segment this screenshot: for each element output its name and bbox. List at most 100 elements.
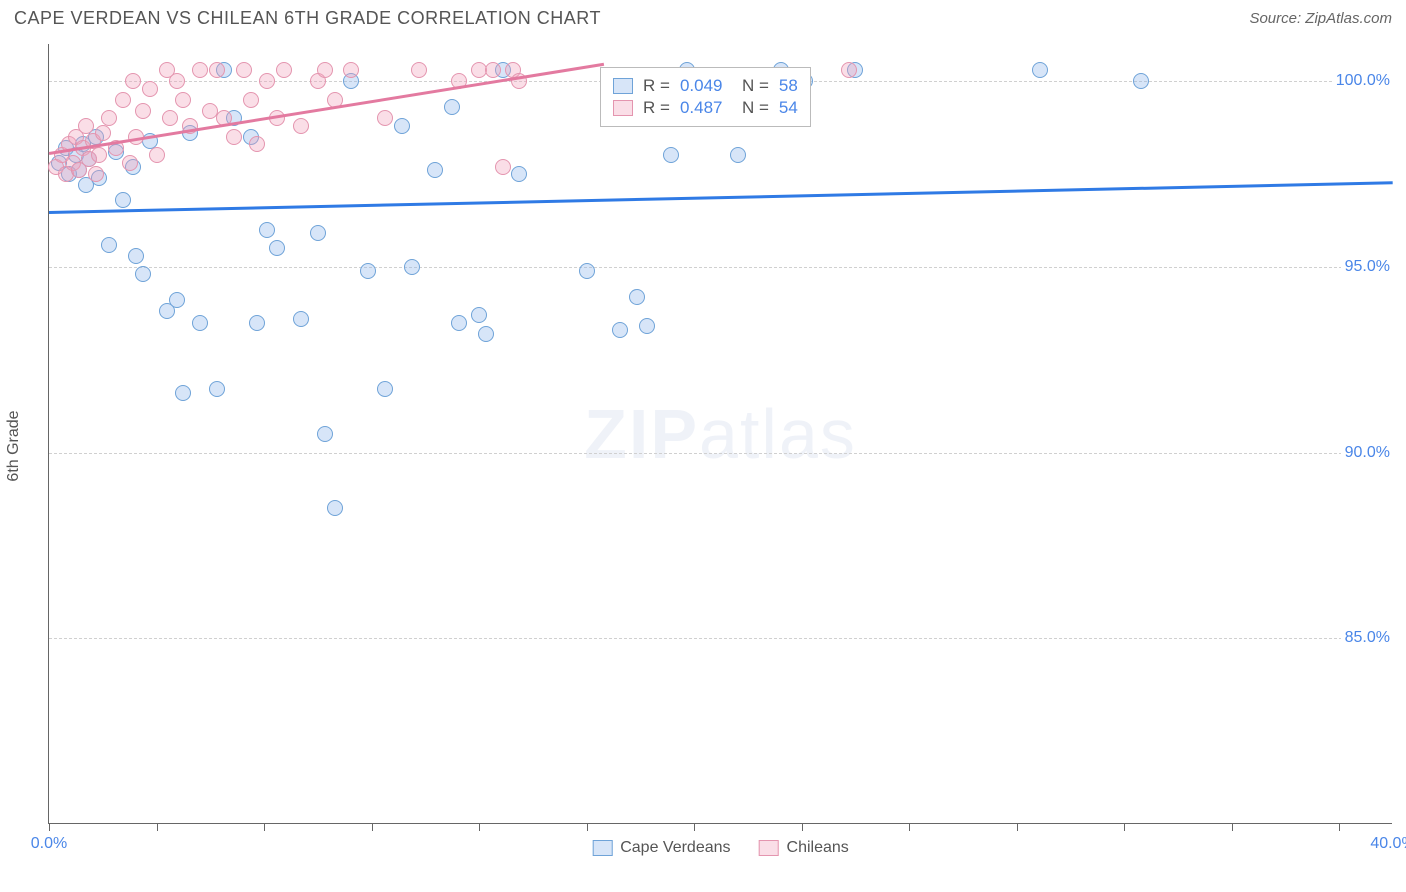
series-legend: Cape Verdeans Chileans (592, 839, 849, 857)
stat-n-value: 54 (779, 98, 798, 118)
data-point (162, 110, 178, 126)
x-tick (1124, 823, 1125, 831)
stats-legend: R = 0.049 N = 58R = 0.487 N = 54 (600, 67, 811, 127)
gridline (49, 453, 1392, 454)
x-tick (694, 823, 695, 831)
legend-swatch (759, 840, 779, 856)
stat-r-label: R = (643, 76, 670, 96)
data-point (95, 125, 111, 141)
x-tick-label: 0.0% (31, 835, 67, 853)
data-point (128, 248, 144, 264)
data-point (579, 263, 595, 279)
x-tick (264, 823, 265, 831)
x-tick (49, 823, 50, 831)
legend-item: Cape Verdeans (592, 839, 730, 857)
x-tick (1232, 823, 1233, 831)
chart-source: Source: ZipAtlas.com (1249, 10, 1392, 27)
x-tick (1339, 823, 1340, 831)
data-point (209, 62, 225, 78)
data-point (192, 315, 208, 331)
stat-r-label: R = (643, 98, 670, 118)
data-point (639, 318, 655, 334)
data-point (293, 311, 309, 327)
data-point (249, 315, 265, 331)
data-point (101, 237, 117, 253)
data-point (511, 166, 527, 182)
data-point (841, 62, 857, 78)
data-point (78, 118, 94, 134)
data-point (169, 73, 185, 89)
data-point (1032, 62, 1048, 78)
x-tick (909, 823, 910, 831)
legend-label: Cape Verdeans (620, 839, 730, 857)
data-point (142, 81, 158, 97)
data-point (115, 92, 131, 108)
x-tick (372, 823, 373, 831)
data-point (209, 381, 225, 397)
data-point (259, 73, 275, 89)
stat-n-label: N = (733, 98, 769, 118)
data-point (101, 110, 117, 126)
data-point (88, 166, 104, 182)
data-point (91, 147, 107, 163)
data-point (175, 385, 191, 401)
stats-row: R = 0.049 N = 58 (613, 76, 798, 96)
data-point (471, 307, 487, 323)
data-point (269, 240, 285, 256)
data-point (236, 62, 252, 78)
data-point (612, 322, 628, 338)
chart-plot-area: ZIPatlas 85.0%90.0%95.0%100.0%0.0%40.0%R… (48, 44, 1392, 824)
legend-swatch (613, 100, 633, 116)
data-point (175, 92, 191, 108)
y-tick-label: 95.0% (1341, 258, 1394, 276)
y-tick-label: 100.0% (1332, 72, 1394, 90)
chart-title: CAPE VERDEAN VS CHILEAN 6TH GRADE CORREL… (14, 8, 601, 29)
data-point (451, 315, 467, 331)
y-tick-label: 85.0% (1341, 629, 1394, 647)
stats-row: R = 0.487 N = 54 (613, 98, 798, 118)
data-point (276, 62, 292, 78)
data-point (377, 381, 393, 397)
data-point (478, 326, 494, 342)
y-axis-label: 6th Grade (5, 410, 23, 481)
data-point (343, 62, 359, 78)
x-tick-label: 40.0% (1370, 835, 1406, 853)
data-point (317, 426, 333, 442)
data-point (310, 225, 326, 241)
data-point (293, 118, 309, 134)
x-tick (479, 823, 480, 831)
trend-line (49, 181, 1393, 213)
data-point (243, 92, 259, 108)
data-point (317, 62, 333, 78)
legend-swatch (613, 78, 633, 94)
data-point (495, 159, 511, 175)
legend-item: Chileans (759, 839, 849, 857)
data-point (249, 136, 265, 152)
legend-label: Chileans (787, 839, 849, 857)
x-tick (587, 823, 588, 831)
data-point (411, 62, 427, 78)
data-point (444, 99, 460, 115)
data-point (135, 266, 151, 282)
stat-n-value: 58 (779, 76, 798, 96)
data-point (169, 292, 185, 308)
data-point (327, 500, 343, 516)
legend-swatch (592, 840, 612, 856)
data-point (629, 289, 645, 305)
x-tick (802, 823, 803, 831)
data-point (404, 259, 420, 275)
data-point (259, 222, 275, 238)
x-tick (157, 823, 158, 831)
data-point (1133, 73, 1149, 89)
y-tick-label: 90.0% (1341, 444, 1394, 462)
data-point (360, 263, 376, 279)
data-point (485, 62, 501, 78)
data-point (394, 118, 410, 134)
data-point (149, 147, 165, 163)
stat-r-value: 0.487 (680, 98, 723, 118)
chart-header: CAPE VERDEAN VS CHILEAN 6TH GRADE CORREL… (0, 0, 1406, 35)
stat-r-value: 0.049 (680, 76, 723, 96)
gridline (49, 267, 1392, 268)
data-point (125, 73, 141, 89)
data-point (192, 62, 208, 78)
